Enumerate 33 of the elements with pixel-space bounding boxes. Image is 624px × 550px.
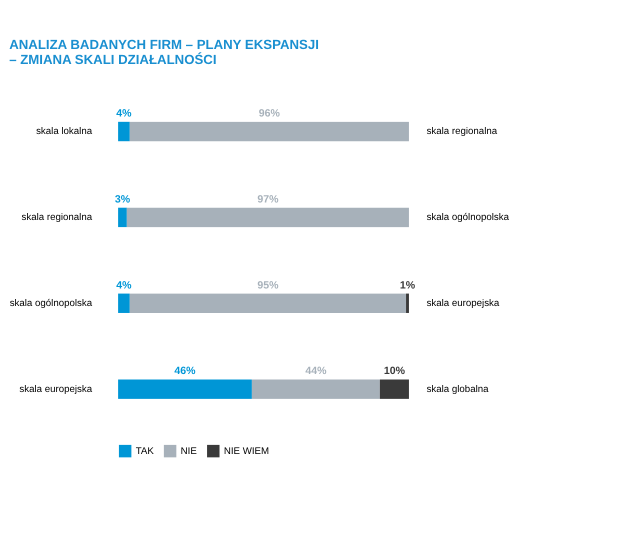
y-tick-label: skala ogólnopolska [10, 298, 93, 309]
bar [126, 208, 409, 228]
bar [380, 379, 409, 399]
text: skala europejska [426, 298, 500, 309]
bar [252, 379, 380, 399]
data-label: 46% [174, 365, 196, 378]
data-label: 10% [384, 365, 406, 378]
y-tick-label: skala europejska [19, 384, 93, 395]
data-label: 3% [114, 193, 131, 206]
legend-label: TAK [136, 446, 154, 457]
legend-label: NIE WIEM [224, 446, 270, 457]
data-label: 97% [257, 193, 280, 206]
data-label: 96% [258, 108, 281, 120]
legend-label: NIE [180, 446, 198, 457]
data-label: 44% [305, 365, 328, 378]
data-label: 4% [116, 108, 132, 120]
data-label: 1% [400, 279, 416, 292]
data-label: 95% [257, 279, 280, 292]
text: skala regionalna [426, 126, 498, 138]
bar [130, 122, 409, 142]
bar [130, 294, 406, 313]
data-label: 4% [116, 279, 132, 292]
text: skala ogólnopolska [426, 212, 510, 224]
bar [118, 294, 130, 313]
bar [406, 294, 409, 313]
bar [118, 379, 252, 399]
bar [118, 122, 130, 142]
y-tick-label: skala regionalna [22, 212, 93, 224]
bar [118, 208, 127, 228]
text: – ZMIANA SKALI DZIAŁALNOŚCI [9, 52, 217, 67]
text: ANALIZA BADANYCH FIRM – PLANY EKSPANSJI [9, 36, 319, 52]
text: skala globalna [426, 384, 490, 395]
y-tick-label: skala lokalna [36, 126, 93, 138]
